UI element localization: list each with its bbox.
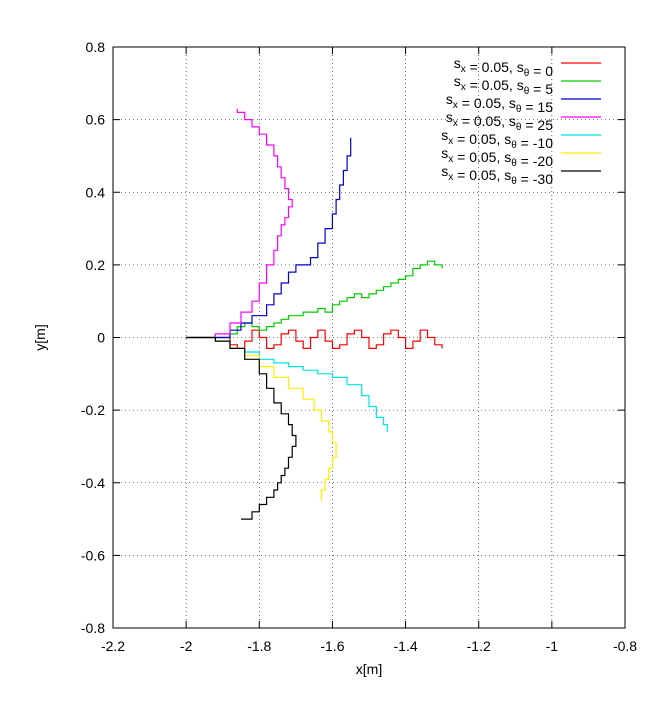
y-tick-label: 0.4 — [86, 184, 106, 200]
x-axis-label: x[m] — [356, 661, 382, 677]
y-tick-label: -0.4 — [81, 475, 105, 491]
y-tick-label: 0.6 — [86, 112, 106, 128]
y-tick-label: 0.8 — [86, 39, 106, 55]
x-tick-label: -1.2 — [467, 638, 491, 654]
series-layer — [186, 108, 443, 520]
legend-entry-1: sx = 0.05, sθ = 0 — [454, 55, 601, 79]
y-axis-label: y[m] — [32, 324, 48, 350]
x-tick-label: -1.8 — [247, 638, 271, 654]
x-tick-label: -2.2 — [101, 638, 125, 654]
x-tick-label: -1 — [546, 638, 559, 654]
x-tick-label: -0.8 — [613, 638, 637, 654]
x-tick-label: -2 — [180, 638, 193, 654]
y-tick-label: 0.2 — [86, 257, 106, 273]
series-line-1 — [186, 329, 443, 349]
legend-label: sx = 0.05, sθ = -10 — [441, 127, 553, 151]
y-tick-label: 0 — [97, 330, 105, 346]
legend-entry-3: sx = 0.05, sθ = 15 — [446, 91, 601, 115]
legend-entry-5: sx = 0.05, sθ = -10 — [441, 127, 601, 151]
legend: sx = 0.05, sθ = 0sx = 0.05, sθ = 5sx = 0… — [441, 55, 601, 187]
legend-label: sx = 0.05, sθ = 5 — [454, 73, 554, 97]
legend-label: sx = 0.05, sθ = 25 — [446, 109, 553, 133]
series-line-3 — [186, 137, 352, 339]
y-tick-label: -0.2 — [81, 402, 105, 418]
series-line-2 — [186, 260, 443, 339]
legend-entry-6: sx = 0.05, sθ = -20 — [441, 145, 601, 169]
legend-entry-2: sx = 0.05, sθ = 5 — [454, 73, 601, 97]
legend-label: sx = 0.05, sθ = -20 — [441, 145, 553, 169]
legend-label: sx = 0.05, sθ = 15 — [446, 91, 553, 115]
legend-entry-4: sx = 0.05, sθ = 25 — [446, 109, 601, 133]
y-tick-label: -0.6 — [81, 547, 105, 563]
series-line-7 — [186, 336, 297, 520]
y-tick-label: -0.8 — [81, 620, 105, 636]
legend-label: sx = 0.05, sθ = 0 — [454, 55, 554, 79]
x-tick-label: -1.6 — [320, 638, 344, 654]
x-tick-label: -1.4 — [394, 638, 418, 654]
legend-entry-7: sx = 0.05, sθ = -30 — [441, 163, 601, 187]
series-line-4 — [186, 108, 293, 339]
axis-ticks: -2.2 -2 -1.8 -1.6 -1.4 -1.2 -1 -0.8 0.8 0.6 0.4 0.2… — [81, 39, 637, 654]
legend-label: sx = 0.05, sθ = -30 — [441, 163, 553, 187]
